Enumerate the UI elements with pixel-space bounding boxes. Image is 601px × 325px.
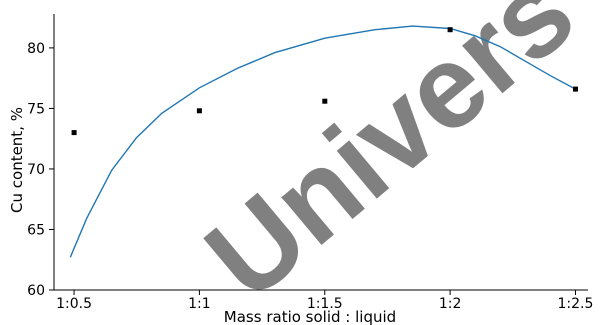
data-point-2 xyxy=(322,98,328,104)
y-tick-label-2: 70 xyxy=(27,162,45,178)
axes-layer: 60 65 70 75 80 1:0.5 1:1 1:1.5 1:2 1:2.5 xyxy=(27,14,593,312)
y-tick-label-3: 75 xyxy=(27,101,45,117)
fit-curve-line xyxy=(69,25,576,258)
x-axis-title: Mass ratio solid : liquid xyxy=(224,308,396,325)
fit-curve-layer xyxy=(69,25,576,258)
x-tick-label-3: 1:2 xyxy=(439,296,462,312)
data-point-0 xyxy=(71,130,77,136)
data-point-1 xyxy=(196,108,202,114)
data-point-3 xyxy=(447,27,453,33)
x-tick-label-4: 1:2.5 xyxy=(558,296,594,312)
y-tick-label-4: 80 xyxy=(27,41,45,57)
y-tick-label-0: 60 xyxy=(27,283,45,299)
x-tick-label-0: 1:0.5 xyxy=(56,296,92,312)
data-points-layer xyxy=(71,27,578,136)
data-point-4 xyxy=(573,86,578,92)
watermark-text: Univers xyxy=(182,0,598,325)
x-tick-label-2: 1:1.5 xyxy=(307,296,343,312)
x-tick-label-1: 1:1 xyxy=(188,296,211,312)
watermark-layer: Univers xyxy=(182,0,598,325)
y-axis-title: Cu content, % xyxy=(8,107,26,213)
y-tick-label-1: 65 xyxy=(27,222,45,238)
